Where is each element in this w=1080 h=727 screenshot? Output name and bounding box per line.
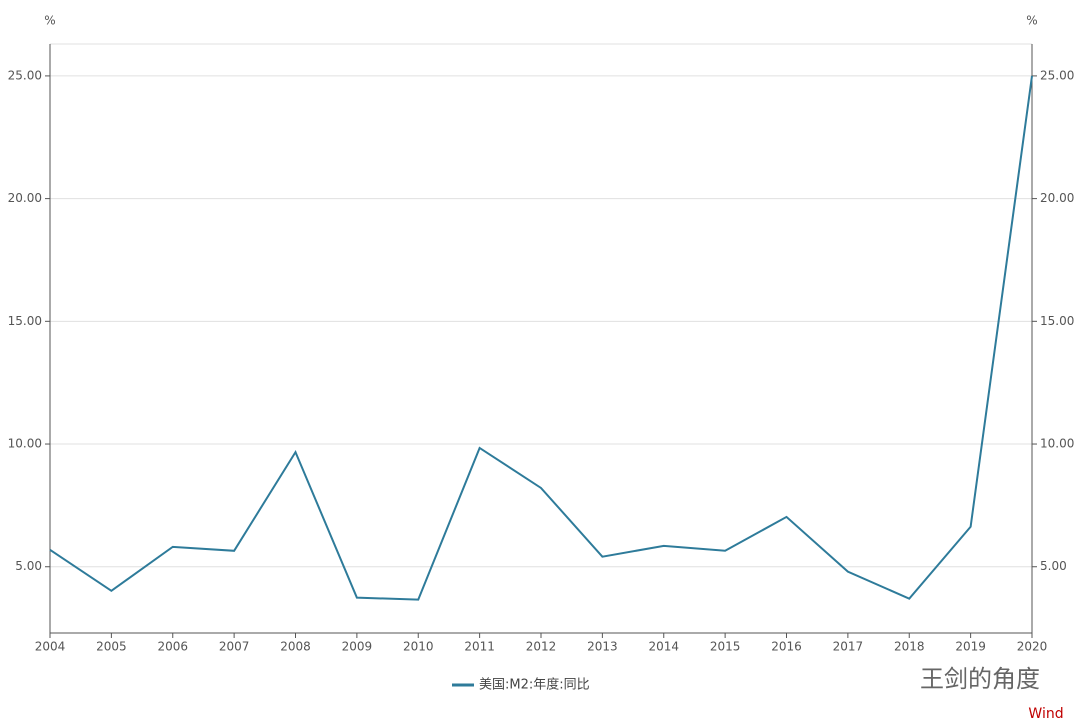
y-tick-label: 5.00	[15, 559, 42, 573]
y-tick-label: 15.00	[8, 314, 42, 328]
x-tick-label: 2010	[403, 640, 434, 654]
x-tick-label: 2014	[648, 640, 679, 654]
y2-tick-label: 25.00	[1040, 68, 1074, 82]
y2-tick-label: 5.00	[1040, 559, 1067, 573]
y2-tick-label: 15.00	[1040, 314, 1074, 328]
legend-label: 美国:M2:年度:同比	[479, 677, 590, 693]
y-tick-label: 20.00	[8, 191, 42, 205]
x-tick-label: 2012	[526, 640, 557, 654]
x-tick-label: 2013	[587, 640, 618, 654]
y-unit: %	[44, 14, 55, 28]
x-tick-label: 2016	[771, 640, 802, 654]
x-tick-label: 2020	[1017, 640, 1048, 654]
watermark: 王剑的角度	[920, 665, 1040, 693]
x-tick-label: 2006	[157, 640, 188, 654]
x-tick-label: 2011	[464, 640, 495, 654]
x-tick-label: 2015	[710, 640, 741, 654]
y-tick-label: 10.00	[8, 437, 42, 451]
x-tick-label: 2017	[833, 640, 864, 654]
x-tick-label: 2004	[35, 640, 66, 654]
y-tick-label: 25.00	[8, 68, 42, 82]
x-tick-label: 2018	[894, 640, 925, 654]
x-tick-label: 2019	[955, 640, 986, 654]
y2-unit: %	[1026, 14, 1037, 28]
x-tick-label: 2008	[280, 640, 311, 654]
y2-tick-label: 20.00	[1040, 191, 1074, 205]
x-tick-label: 2005	[96, 640, 127, 654]
y2-tick-label: 10.00	[1040, 437, 1074, 451]
x-tick-label: 2009	[342, 640, 373, 654]
source: Wind	[1028, 706, 1063, 722]
line	[49, 75, 1033, 601]
x-tick-label: 2007	[219, 640, 250, 654]
